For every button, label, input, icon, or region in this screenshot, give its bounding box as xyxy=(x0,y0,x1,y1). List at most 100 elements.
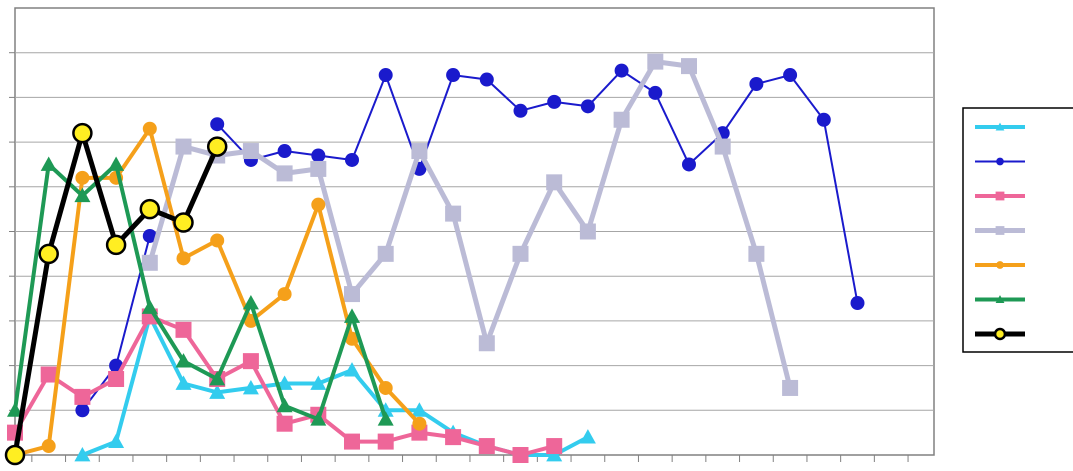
data-point xyxy=(175,138,192,155)
legend xyxy=(962,107,1073,353)
data-point xyxy=(277,287,292,302)
data-point xyxy=(850,296,865,311)
legend-entry-4 xyxy=(975,261,1025,269)
data-point xyxy=(242,353,259,370)
data-point xyxy=(74,187,91,203)
data-point xyxy=(276,415,293,432)
data-point xyxy=(513,103,528,118)
gridlines xyxy=(9,7,935,456)
data-point xyxy=(579,223,596,240)
data-point xyxy=(206,136,228,157)
data-point xyxy=(40,366,57,383)
data-point xyxy=(411,143,428,160)
data-point xyxy=(242,379,259,395)
data-point xyxy=(478,438,495,455)
data-point xyxy=(141,254,158,271)
data-point xyxy=(783,68,798,83)
legend-entry-3 xyxy=(975,226,1025,235)
data-point xyxy=(546,174,563,191)
data-point xyxy=(648,85,663,100)
data-point xyxy=(614,63,629,78)
data-point xyxy=(276,375,293,390)
data-point xyxy=(995,226,1005,235)
data-point xyxy=(173,212,194,233)
data-point xyxy=(344,433,360,450)
data-point xyxy=(445,429,462,446)
data-point xyxy=(311,197,326,212)
data-point xyxy=(40,156,57,171)
data-point xyxy=(681,58,697,75)
data-point xyxy=(579,429,596,444)
data-point xyxy=(996,157,1004,166)
data-point xyxy=(378,68,393,83)
series-6 xyxy=(4,122,228,466)
data-point xyxy=(782,379,799,396)
data-point xyxy=(176,251,191,266)
data-point xyxy=(580,99,595,114)
data-point xyxy=(996,261,1004,269)
data-point xyxy=(378,380,393,395)
data-point xyxy=(344,362,360,377)
data-point xyxy=(175,375,192,390)
data-point xyxy=(411,402,428,417)
data-point xyxy=(613,111,630,128)
data-point xyxy=(75,403,90,418)
data-point xyxy=(75,170,90,185)
data-point xyxy=(512,245,529,262)
data-point xyxy=(310,411,327,426)
data-point xyxy=(412,416,427,431)
data-point xyxy=(995,295,1005,304)
data-point xyxy=(546,447,563,462)
data-point xyxy=(209,384,226,399)
data-point xyxy=(105,234,127,256)
legend-entry-5 xyxy=(975,295,1025,304)
data-point xyxy=(108,433,125,448)
data-point xyxy=(345,152,359,167)
data-point xyxy=(993,327,1007,341)
x-axis-ticks xyxy=(31,455,909,462)
data-point xyxy=(277,144,292,159)
data-point xyxy=(41,439,56,454)
data-point xyxy=(142,228,157,243)
data-point xyxy=(995,191,1005,201)
series-1 xyxy=(75,63,865,418)
series-5 xyxy=(7,156,394,426)
data-point xyxy=(377,245,394,262)
data-point xyxy=(377,433,394,450)
data-point xyxy=(276,165,293,182)
data-point xyxy=(108,371,125,388)
data-point xyxy=(748,245,765,262)
data-point xyxy=(816,112,831,127)
legend-entry-2 xyxy=(975,191,1025,201)
data-point xyxy=(242,295,259,310)
data-point xyxy=(209,371,226,386)
legend-entry-1 xyxy=(975,157,1025,166)
data-point xyxy=(210,117,225,132)
data-point xyxy=(141,299,158,314)
data-point xyxy=(108,156,125,171)
data-point xyxy=(310,160,327,177)
data-point xyxy=(546,438,563,455)
legend-entry-0 xyxy=(975,122,1025,131)
series-line xyxy=(13,162,388,422)
data-point xyxy=(478,335,495,352)
data-point xyxy=(682,157,696,172)
data-point xyxy=(547,94,562,109)
data-point xyxy=(749,76,764,91)
data-point xyxy=(38,243,59,265)
data-point xyxy=(4,444,26,466)
data-point xyxy=(311,148,326,163)
data-point xyxy=(446,68,461,83)
data-point xyxy=(175,321,192,338)
data-point xyxy=(210,233,225,248)
data-point xyxy=(7,402,23,417)
series-group xyxy=(4,53,865,466)
data-point xyxy=(512,447,529,463)
data-point xyxy=(377,411,394,426)
data-point xyxy=(142,121,157,136)
data-point xyxy=(72,122,93,144)
data-point xyxy=(74,388,91,405)
data-point xyxy=(479,72,494,87)
data-point xyxy=(242,143,259,160)
